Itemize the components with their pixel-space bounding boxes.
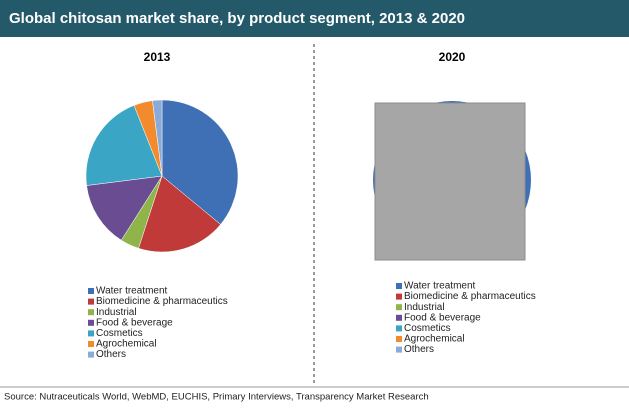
- legend-label: Agrochemical: [96, 339, 157, 350]
- pie-title: 2020: [439, 50, 466, 64]
- legend-swatch: [396, 336, 402, 342]
- pie-slice: [86, 175, 163, 241]
- legend-swatch: [88, 319, 94, 326]
- legend-label: Biomedicine & pharmaceutics: [96, 296, 228, 307]
- legend-swatch: [88, 309, 94, 316]
- legend-swatch: [88, 298, 94, 305]
- legend-label: Biomedicine & pharmaceutics: [404, 291, 536, 302]
- legend-swatch: [396, 325, 402, 332]
- pie-slice: [138, 175, 221, 253]
- legend-label: Cosmetics: [96, 328, 143, 339]
- pie-slice: [85, 105, 163, 186]
- legend-swatch: [396, 346, 402, 353]
- page-title: Global chitosan market share, by product…: [9, 10, 465, 27]
- legend-swatch: [88, 288, 94, 294]
- legend-label: Food & beverage: [404, 312, 481, 323]
- legend-label: Agrochemical: [404, 334, 465, 345]
- source-note: Source: Nutraceuticals World, WebMD, EUC…: [4, 392, 429, 403]
- header-bar: [0, 0, 629, 37]
- legend-label: Industrial: [96, 307, 137, 318]
- legend-label: Water treatment: [96, 286, 168, 297]
- legend-label: Industrial: [404, 302, 445, 313]
- legend-label: Cosmetics: [404, 323, 451, 334]
- legend-swatch: [396, 304, 402, 311]
- legend-swatch: [396, 283, 402, 289]
- legend-label: Food & beverage: [96, 317, 173, 328]
- overlay-block: [374, 102, 526, 261]
- legend-swatch: [88, 351, 94, 358]
- pie-title: 2013: [144, 50, 171, 64]
- pie-slice: [161, 99, 239, 225]
- legend-swatch: [88, 341, 94, 347]
- legend-label: Others: [404, 344, 434, 355]
- pie-slice: [152, 99, 163, 177]
- legend-label: Others: [96, 349, 126, 360]
- legend-label: Water treatment: [404, 281, 476, 292]
- legend-swatch: [396, 314, 402, 321]
- legend-swatch: [88, 330, 94, 337]
- legend-swatch: [396, 293, 402, 300]
